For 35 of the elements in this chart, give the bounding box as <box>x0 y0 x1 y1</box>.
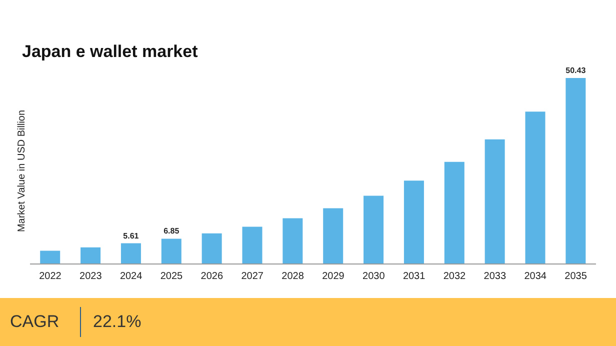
x-tick-label: 2035 <box>564 271 588 282</box>
bar <box>566 78 586 264</box>
bar <box>40 250 60 264</box>
x-tick-label: 2022 <box>39 271 62 282</box>
x-tick-label: 2031 <box>402 271 426 282</box>
x-tick-label: 2028 <box>282 271 304 282</box>
y-axis-title: Market Value in USD Billion <box>16 110 28 232</box>
x-tick-label: 2030 <box>362 271 386 282</box>
bar <box>484 139 505 264</box>
x-tick-label: 2033 <box>484 271 506 282</box>
x-tick-label: 2032 <box>443 271 466 282</box>
bar <box>202 233 222 264</box>
bar <box>120 243 141 264</box>
bar <box>364 196 384 264</box>
text: 22.1% <box>93 312 142 332</box>
bar <box>161 238 182 264</box>
bar <box>323 208 344 264</box>
bar <box>525 112 546 264</box>
x-tick-label: 2027 <box>241 271 264 282</box>
bar <box>444 162 464 264</box>
data-label: 50.43 <box>566 66 586 75</box>
chart-title: Japan e wallet market <box>22 42 198 62</box>
x-tick-label: 2034 <box>524 271 547 282</box>
x-tick-label: 2026 <box>200 271 224 282</box>
x-tick-label: 2023 <box>80 271 102 282</box>
bar <box>282 218 303 264</box>
data-label: 5.61 <box>123 231 140 240</box>
text: CAGR <box>10 312 60 332</box>
data-label: 6.85 <box>164 226 180 236</box>
bar <box>242 226 262 264</box>
x-tick-label: 2024 <box>120 271 143 282</box>
x-tick-label: 2029 <box>322 271 345 282</box>
x-tick-label: 2025 <box>160 271 184 282</box>
bar <box>80 247 101 264</box>
bar <box>404 180 424 264</box>
